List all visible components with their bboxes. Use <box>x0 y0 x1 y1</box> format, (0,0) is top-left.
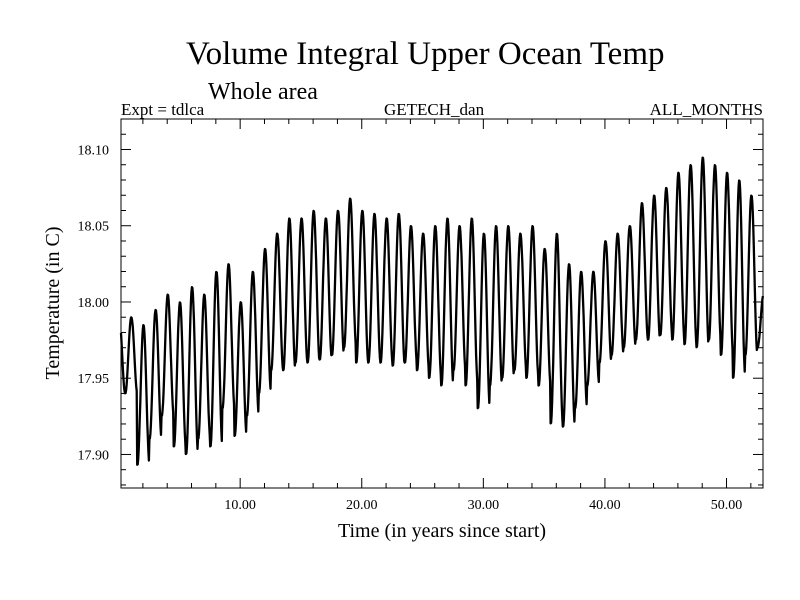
dataset-label: GETECH_dan <box>384 100 485 119</box>
x-axis-label: Time (in years since start) <box>338 520 546 542</box>
y-tick-label: 17.95 <box>78 372 110 387</box>
x-tick-label: 50.00 <box>711 498 743 513</box>
temperature-series-line <box>119 156 765 466</box>
x-tick-label: 30.00 <box>468 498 500 513</box>
chart-subtitle: Whole area <box>208 79 318 105</box>
experiment-label: Expt = tdlca <box>121 100 205 119</box>
chart-title: Volume Integral Upper Ocean Temp <box>186 36 665 72</box>
x-tick-label: 40.00 <box>589 498 621 513</box>
y-tick-label: 18.00 <box>78 296 110 311</box>
y-tick-label: 17.90 <box>78 448 110 463</box>
x-tick-label: 10.00 <box>224 498 256 513</box>
y-tick-label: 18.05 <box>78 220 110 235</box>
x-tick-label: 20.00 <box>346 498 378 513</box>
y-axis-label: Temperature (in C) <box>42 227 64 380</box>
y-tick-label: 18.10 <box>78 143 110 158</box>
months-label: ALL_MONTHS <box>649 100 763 119</box>
